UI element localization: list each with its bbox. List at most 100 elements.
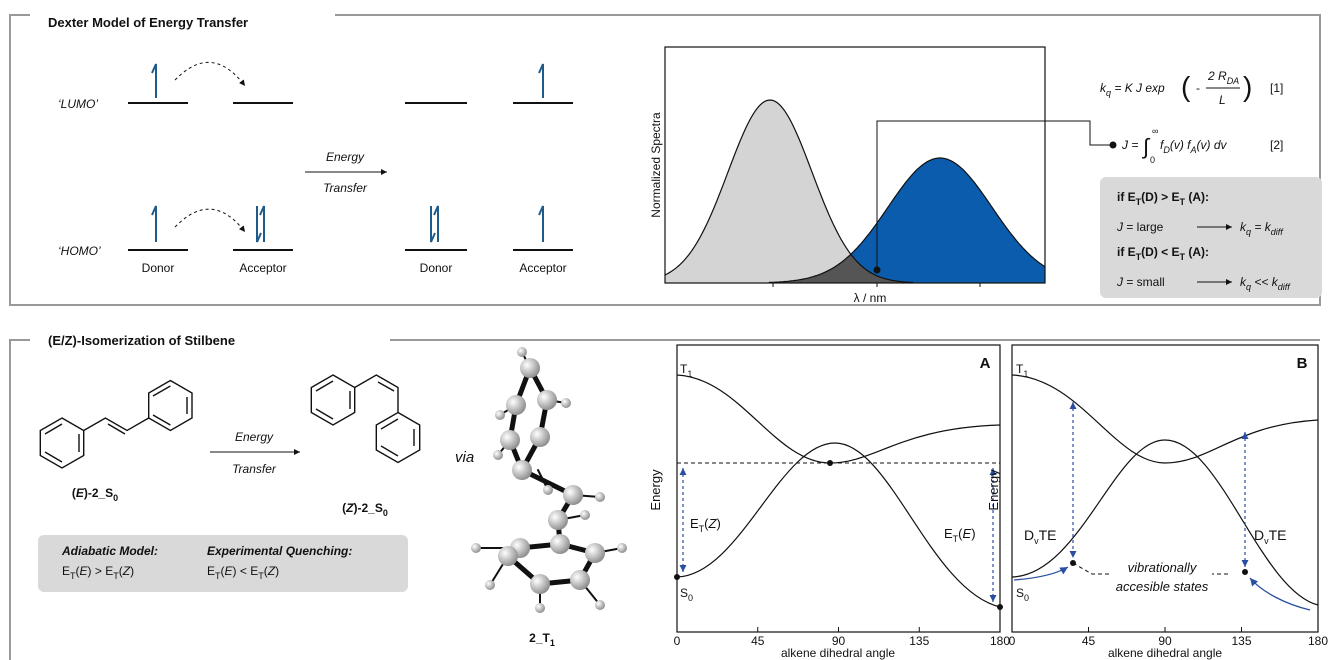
condition-box-part: J = small xyxy=(1116,275,1165,289)
model-box-part: Experimental Quenching: xyxy=(207,544,352,558)
compound-label: 2_T1 xyxy=(529,631,555,648)
text-part: TE xyxy=(1269,527,1287,543)
x-tick-label: 45 xyxy=(751,634,765,648)
triplet-3d-model-part-part xyxy=(512,460,532,480)
text-part: diff xyxy=(1271,227,1285,237)
electron-spin-part xyxy=(260,206,264,242)
triplet-3d-model-part-part xyxy=(595,492,605,502)
text-part: E xyxy=(62,564,70,578)
text-part: ) xyxy=(275,564,279,578)
gap-label: DvTE xyxy=(1024,527,1057,546)
state-dot xyxy=(827,460,833,466)
text-part: E xyxy=(963,526,972,541)
text-part: if E xyxy=(1117,245,1136,259)
text-part: ) xyxy=(971,526,975,541)
text-part: = xyxy=(1251,220,1265,234)
species-label: Acceptor xyxy=(519,261,566,275)
model-box-part: Adiabatic Model: xyxy=(61,544,158,558)
electron-spin-part xyxy=(152,64,156,98)
text-part: 1 xyxy=(1023,369,1028,379)
text-part: 0 xyxy=(383,508,388,518)
gap-label: ET(E) xyxy=(944,526,976,544)
z-stilbene-structure-part xyxy=(311,375,354,425)
text-part: = small xyxy=(1123,275,1165,289)
text-part: DA xyxy=(1227,76,1240,86)
spectra-plot xyxy=(665,47,1045,287)
z-stilbene-structure-part xyxy=(316,381,350,419)
text-part: (A): xyxy=(1185,245,1209,259)
annotation: vibrationally xyxy=(1128,560,1198,575)
triplet-3d-model-part-part xyxy=(550,534,570,554)
orbital-level xyxy=(128,103,573,250)
gap-label: ET(Z) xyxy=(690,516,721,534)
text-part: if E xyxy=(1117,190,1136,204)
panel-title: (E/Z)-Isomerization of Stilbene xyxy=(48,333,235,348)
x-axis-label: alkene dihedral angle xyxy=(781,646,895,660)
energy-plot-a-part xyxy=(677,345,1000,632)
stilbene-panel: (E/Z)-Isomerization of Stilbene (E)-2_S0… xyxy=(10,333,1328,660)
equation-1-part: 2 RDA xyxy=(1207,69,1239,86)
state-label: S0 xyxy=(680,586,693,603)
triplet-3d-model-part xyxy=(471,347,627,613)
equation-1-part: L xyxy=(1219,93,1226,107)
triplet-3d-model-part-part xyxy=(563,485,583,505)
state-label: S0 xyxy=(1016,586,1029,603)
species-label: Donor xyxy=(142,261,175,275)
text-part: D xyxy=(1024,527,1034,543)
state-dot xyxy=(1242,569,1248,575)
species-label: Acceptor xyxy=(239,261,286,275)
x-axis-label: λ / nm xyxy=(854,291,887,305)
equation-2-part: fD(v) fA(v) dv xyxy=(1160,138,1228,155)
x-tick-label: 0 xyxy=(674,634,681,648)
equation-1-part: - xyxy=(1196,81,1200,95)
triplet-3d-model-part-part xyxy=(617,543,627,553)
text-part: 0 xyxy=(113,493,118,503)
e-stilbene-structure xyxy=(40,381,192,469)
triplet-3d-model-part-part xyxy=(543,485,553,495)
triplet-3d-model-part-part xyxy=(495,410,505,420)
electron-exchange-arrow-part xyxy=(175,62,245,86)
figure: Dexter Model of Energy Transfer ‘LUMO’ ‘… xyxy=(0,0,1330,660)
orbital-label: ‘LUMO’ xyxy=(58,97,98,111)
via-label: via xyxy=(455,449,474,466)
text-part: 1 xyxy=(550,638,555,648)
electron-exchange-arrow xyxy=(175,62,245,232)
plot-label: B xyxy=(1297,355,1308,372)
equation-1: kq = K J exp ( - 2 RDA L ) [1] xyxy=(1100,69,1283,107)
overlap-dot xyxy=(1110,142,1117,149)
text-part: ) < E xyxy=(233,564,259,578)
text-part: (v) xyxy=(1170,138,1187,152)
state-dot xyxy=(997,604,1003,610)
relaxation-arrow xyxy=(1250,578,1310,610)
triplet-3d-model-part-part xyxy=(570,570,590,590)
triplet-3d-model-part-part xyxy=(537,390,557,410)
equation-1-part: [1] xyxy=(1270,81,1283,95)
equation-2-part: 0 xyxy=(1150,155,1155,165)
triplet-3d-model-part-part xyxy=(580,510,590,520)
text-part: S xyxy=(1016,586,1024,600)
overlap-dot xyxy=(874,267,881,274)
text-part: (A): xyxy=(1185,190,1209,204)
text-part: K J exp xyxy=(1125,81,1165,95)
text-part: 2_T xyxy=(529,631,550,645)
triplet-3d-model-part-part xyxy=(535,603,545,613)
text-part: diff xyxy=(1278,282,1292,292)
text-part: E xyxy=(944,526,953,541)
triplet-3d-model-part-part xyxy=(530,574,550,594)
compound-label: (E)-2_S0 xyxy=(72,486,118,503)
triplet-3d-model-part-part xyxy=(471,543,481,553)
text-part: = xyxy=(1111,81,1125,95)
arrow-label: Transfer xyxy=(323,181,368,195)
triplet-3d-model-part-part xyxy=(498,546,518,566)
text-part: ) xyxy=(130,564,134,578)
electron-spin-part xyxy=(434,206,438,242)
text-part: 2 R xyxy=(1207,69,1227,83)
text-part: (D) > E xyxy=(1141,190,1179,204)
equation-1-part: ) xyxy=(1243,71,1252,102)
x-tick-label: 180 xyxy=(990,634,1010,648)
text-part: 1 xyxy=(687,369,692,379)
triplet-3d-model-part-part xyxy=(530,427,550,447)
text-part: D xyxy=(1254,527,1264,543)
electron-spin-part xyxy=(539,206,543,242)
